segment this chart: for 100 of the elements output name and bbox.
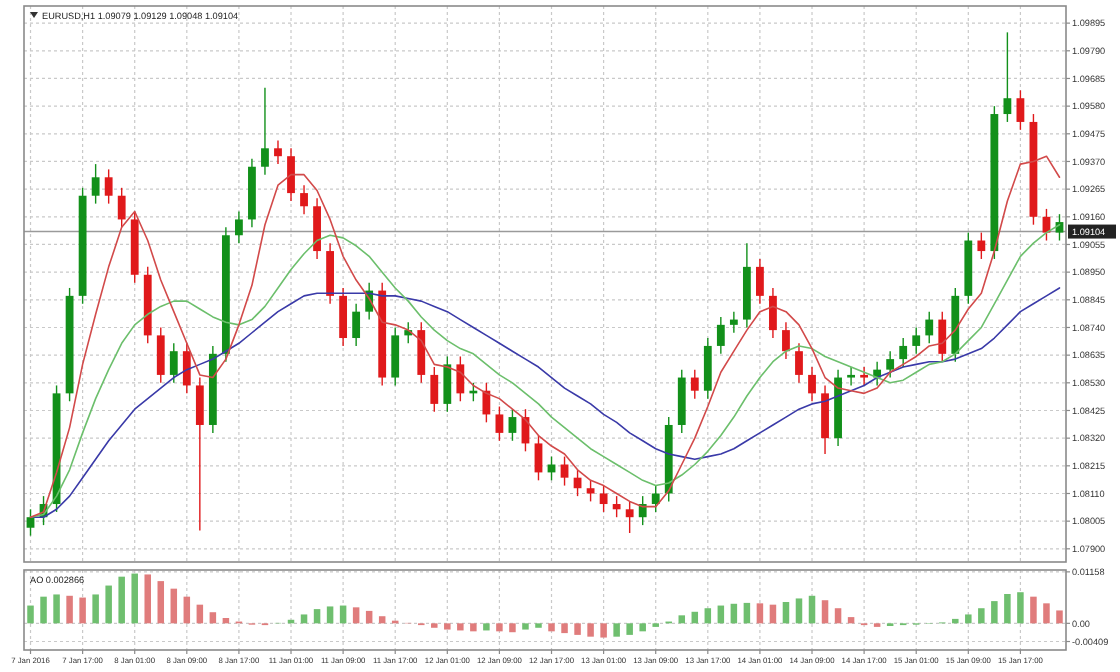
candlestick — [703, 337, 712, 400]
bar — [457, 623, 464, 631]
candlestick — [482, 382, 491, 424]
candlestick — [508, 408, 517, 442]
bar — [326, 606, 334, 624]
candlestick — [769, 287, 777, 339]
candlestick — [326, 242, 334, 305]
candlestick — [391, 326, 400, 387]
candlestick — [899, 337, 908, 368]
candlestick — [430, 366, 439, 413]
bar — [978, 608, 985, 624]
candlestick — [651, 484, 660, 513]
candlestick — [977, 231, 986, 260]
bar — [730, 603, 738, 624]
bar — [444, 623, 451, 630]
candlestick — [925, 310, 934, 344]
candlestick — [912, 326, 921, 355]
bar — [509, 623, 516, 633]
bar — [496, 623, 503, 632]
bar — [756, 603, 764, 624]
bar — [834, 608, 842, 624]
bar — [1056, 610, 1063, 624]
bar — [53, 594, 60, 624]
bar — [965, 614, 972, 624]
candlestick — [352, 303, 361, 347]
bar — [574, 623, 581, 635]
bar — [626, 623, 633, 635]
bar — [678, 615, 686, 624]
candlestick — [261, 86, 269, 176]
candlestick — [612, 495, 621, 518]
candlestick — [938, 310, 947, 363]
bar — [795, 598, 803, 624]
candlestick — [104, 168, 113, 205]
bar — [378, 616, 386, 624]
bar — [561, 623, 568, 634]
candlestick — [677, 368, 686, 434]
bar — [470, 623, 477, 632]
bar — [157, 581, 165, 624]
candlestick — [235, 210, 243, 244]
candlestick — [417, 321, 426, 384]
bar — [952, 618, 959, 624]
bar — [144, 574, 151, 624]
candlestick — [117, 187, 126, 229]
candlestick — [195, 376, 204, 532]
bar — [66, 595, 73, 624]
bar — [209, 612, 217, 624]
candlestick — [287, 147, 295, 202]
candlestick — [690, 368, 699, 400]
bar — [92, 594, 99, 624]
candlestick — [456, 355, 465, 402]
candlestick — [1016, 89, 1025, 131]
bar — [782, 602, 790, 624]
candlestick — [274, 139, 282, 165]
candlestick — [495, 405, 504, 442]
candlestick — [821, 384, 829, 455]
bar — [1004, 594, 1011, 624]
candlestick — [625, 500, 634, 534]
candlestick — [599, 484, 608, 513]
bar — [808, 595, 816, 624]
bar — [522, 623, 529, 630]
candlestick — [443, 355, 452, 413]
bar — [821, 600, 829, 624]
bar — [313, 609, 321, 624]
candlestick — [729, 310, 738, 334]
candlestick — [182, 342, 191, 395]
candlestick — [782, 321, 790, 360]
bar — [1043, 603, 1050, 624]
bar — [79, 597, 86, 624]
bar — [1030, 596, 1037, 624]
bar — [639, 623, 646, 632]
candlestick — [847, 366, 855, 387]
bar — [548, 623, 555, 632]
candlestick — [300, 184, 308, 215]
bar — [600, 623, 607, 638]
bar — [170, 588, 178, 624]
candlestick — [1003, 31, 1012, 123]
bar — [613, 623, 620, 637]
bar — [743, 602, 751, 624]
bar — [352, 607, 360, 624]
candlestick — [756, 258, 764, 305]
bar — [105, 585, 112, 624]
candlestick — [886, 350, 895, 379]
candlestick — [716, 316, 725, 355]
bar — [27, 605, 34, 624]
bar — [118, 576, 125, 624]
candlestick — [339, 287, 348, 347]
candlestick — [169, 342, 178, 384]
candlestick — [156, 326, 165, 384]
bar — [991, 601, 998, 624]
bar — [300, 614, 308, 624]
candlestick — [91, 163, 100, 205]
bar — [40, 596, 47, 624]
candlestick — [638, 495, 647, 526]
bar — [1017, 592, 1024, 624]
candlestick — [808, 366, 816, 402]
bar — [587, 623, 594, 637]
bar — [131, 573, 138, 624]
bar — [704, 608, 712, 624]
candlestick — [795, 342, 803, 384]
bar — [183, 596, 191, 624]
